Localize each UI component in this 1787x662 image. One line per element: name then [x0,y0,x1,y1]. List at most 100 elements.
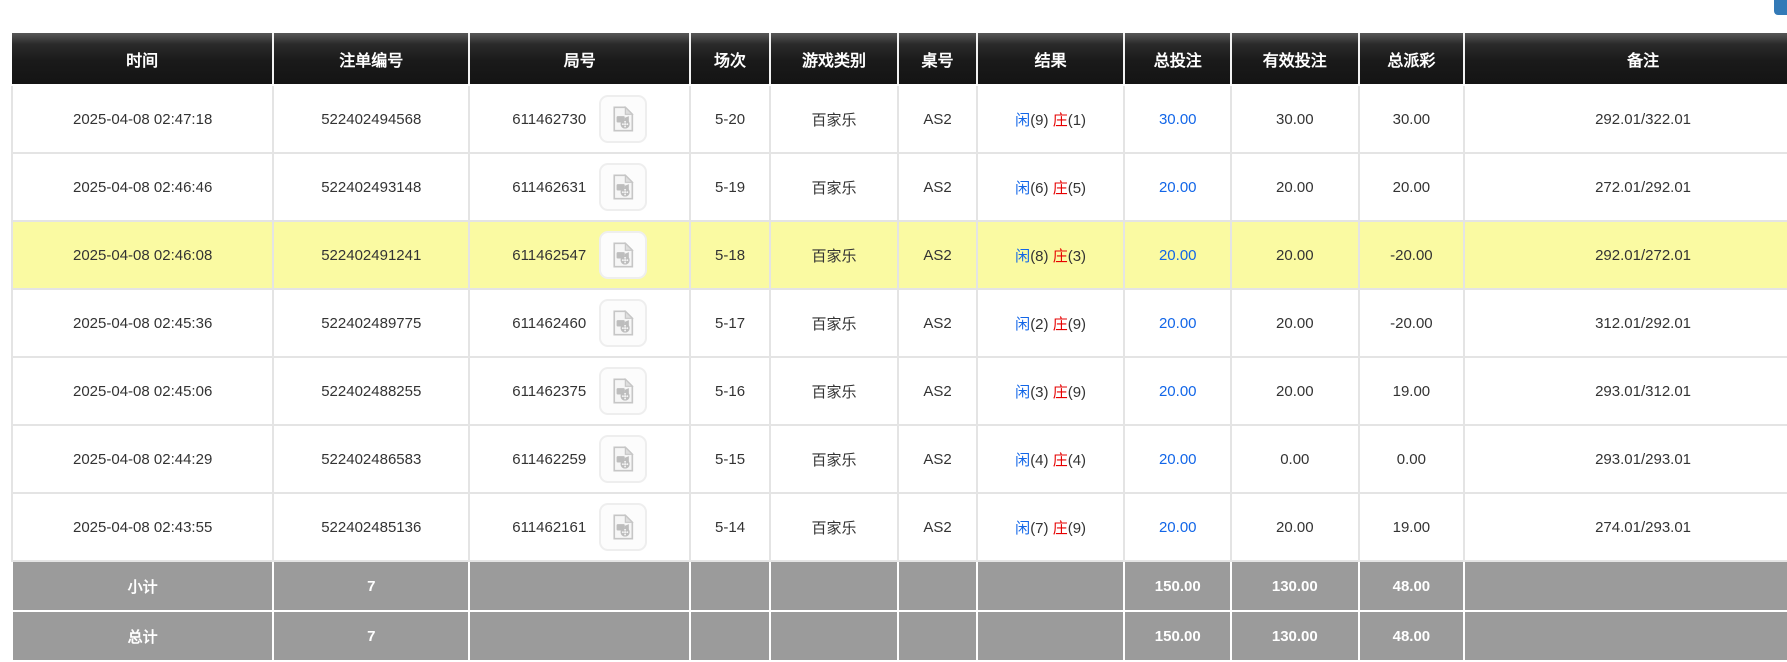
cell-table-no: AS2 [898,425,978,494]
result-banker-label: 庄 [1052,111,1068,129]
summary-empty-remark [1464,611,1787,662]
summary-total-bet: 150.00 [1124,611,1232,662]
column-header-bet_id: 注单编号 [273,33,471,86]
cell-valid-bet: 20.00 [1231,357,1360,426]
cell-result: 闲(9) 庄(1) [976,85,1126,154]
total-bet-link[interactable]: 20.00 [1158,518,1197,536]
cell-total-bet: 20.00 [1124,221,1232,290]
table-row: 2025-04-08 02:46:46 522402493148 611462631… [10,153,1787,222]
video-replay-icon [613,445,635,472]
result-player-score: (6) [1030,179,1049,197]
total-bet-link[interactable]: 30.00 [1158,110,1197,128]
summary-empty-table-no [898,611,978,662]
round-number: 611462259 [512,450,587,468]
video-replay-button[interactable] [599,163,648,211]
cell-table-no: AS2 [898,357,978,426]
column-header-valid_bet: 有效投注 [1231,33,1360,86]
summary-label: 小计 [10,561,275,612]
video-replay-button[interactable] [599,231,648,279]
cell-bet-id: 522402485136 [273,493,471,562]
cell-round-id: 611462460 [469,289,692,358]
cell-valid-bet: 20.00 [1231,153,1360,222]
result-player-label: 闲 [1015,519,1031,537]
cell-remark: 293.01/312.01 [1464,357,1787,426]
cell-result: 闲(6) 庄(5) [976,153,1126,222]
header-row: 时间 注单编号 局号 场次 游戏类别 桌号 结果 总投注 有效投注 总派彩 备注 [12,33,1787,86]
cell-game-type: 百家乐 [769,493,900,562]
round-number: 611462161 [512,518,587,536]
cell-round-id: 611462375 [469,357,692,426]
summary-empty-session [690,611,771,662]
cell-remark: 272.01/292.01 [1464,153,1787,222]
column-header-remark: 备注 [1464,33,1787,86]
cell-total-bet: 20.00 [1124,425,1232,494]
total-bet-link[interactable]: 20.00 [1158,314,1197,332]
cell-remark: 293.01/293.01 [1464,425,1787,494]
video-replay-icon [613,377,635,404]
column-header-total_payout: 总派彩 [1358,33,1466,86]
cell-result: 闲(3) 庄(9) [976,357,1126,426]
cell-game-type: 百家乐 [769,153,900,222]
summary-empty-game-type [769,561,900,612]
table-row: 2025-04-08 02:45:06 522402488255 611462375… [10,357,1787,426]
summary-empty-game-type [769,611,900,662]
cell-total-payout: -20.00 [1358,289,1466,358]
result-banker-label: 庄 [1052,247,1068,265]
summary-empty-result [976,611,1126,662]
cell-bet-id: 522402489775 [273,289,471,358]
cell-time: 2025-04-08 02:47:18 [10,85,275,154]
table-row: 2025-04-08 02:47:18 522402494568 611462730… [10,85,1787,154]
table-body: 2025-04-08 02:47:18 522402494568 611462730… [10,85,1787,662]
summary-valid-bet: 130.00 [1231,561,1360,612]
result-banker-score: (9) [1067,383,1087,401]
cell-total-bet: 20.00 [1124,153,1232,222]
cell-game-type: 百家乐 [769,425,900,494]
video-replay-button[interactable] [599,435,648,483]
total-bet-link[interactable]: 20.00 [1158,382,1197,400]
video-replay-button[interactable] [599,367,648,415]
video-replay-button[interactable] [599,299,648,347]
result-player-label: 闲 [1015,451,1031,469]
cell-bet-id: 522402486583 [273,425,471,494]
table-row: 2025-04-08 02:43:55 522402485136 611462161… [10,493,1787,562]
summary-total-payout: 48.00 [1358,561,1466,612]
total-bet-link[interactable]: 20.00 [1158,178,1197,196]
cell-total-payout: 0.00 [1358,425,1466,494]
cell-game-type: 百家乐 [769,221,900,290]
cell-round-id: 611462730 [469,85,692,154]
video-replay-button[interactable] [599,503,648,551]
cell-result: 闲(4) 庄(4) [976,425,1126,494]
summary-empty-round [469,561,692,612]
cell-remark: 274.01/293.01 [1464,493,1787,562]
round-number: 611462730 [512,110,587,128]
cell-session: 5-20 [690,85,771,154]
cell-bet-id: 522402491241 [273,221,471,290]
summary-total-bet: 150.00 [1124,561,1232,612]
cell-total-payout: -20.00 [1358,221,1466,290]
cell-remark: 312.01/292.01 [1464,289,1787,358]
result-banker-score: (3) [1067,247,1087,265]
video-replay-icon [613,513,635,540]
summary-total-payout: 48.00 [1358,611,1466,662]
top-right-partial-button[interactable] [1774,0,1787,15]
result-banker-label: 庄 [1052,315,1068,333]
total-bet-link[interactable]: 20.00 [1158,450,1197,468]
cell-game-type: 百家乐 [769,289,900,358]
result-banker-score: (4) [1067,451,1087,469]
video-replay-icon [613,105,635,132]
result-banker-label: 庄 [1052,179,1068,197]
cell-total-bet: 20.00 [1124,289,1232,358]
cell-time: 2025-04-08 02:46:08 [10,221,275,290]
result-banker-label: 庄 [1052,519,1068,537]
summary-label: 总计 [10,611,275,662]
result-banker-score: (1) [1067,111,1087,129]
cell-session: 5-18 [690,221,771,290]
summary-empty-table-no [898,561,978,612]
result-player-label: 闲 [1015,179,1031,197]
subtotal-row: 小计 7 150.00 130.00 48.00 [10,561,1787,612]
summary-empty-session [690,561,771,612]
result-player-score: (4) [1030,451,1049,469]
total-bet-link[interactable]: 20.00 [1158,246,1197,264]
cell-remark: 292.01/272.01 [1464,221,1787,290]
video-replay-button[interactable] [599,95,648,143]
